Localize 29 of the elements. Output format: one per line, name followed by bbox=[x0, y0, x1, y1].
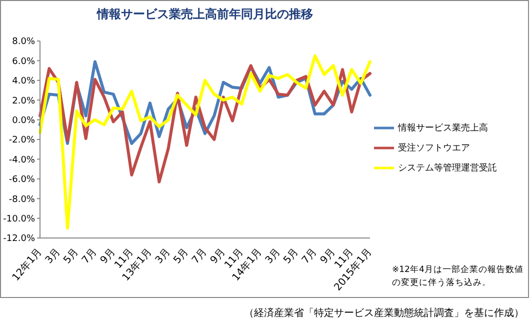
x-tick-label: 3月 bbox=[44, 246, 63, 266]
chart-title: 情報サービス業売上高前年同月比の推移 bbox=[96, 6, 314, 23]
y-tick-label: -2.0% bbox=[8, 136, 36, 146]
y-tick-label: 0.0% bbox=[12, 116, 36, 126]
y-tick-label: -8.0% bbox=[8, 194, 36, 205]
x-tick-label: 3月 bbox=[264, 246, 283, 266]
x-tick-label: 5月 bbox=[172, 246, 191, 266]
x-tick-label: 7月 bbox=[80, 246, 100, 266]
line-series bbox=[38, 64, 372, 184]
text: （経済産業省「特定サービス産業動態統計調査」を基に作成） bbox=[244, 306, 524, 320]
x-tick-label: 7月 bbox=[190, 246, 210, 266]
legend-label: 受注ソフトウエア bbox=[398, 143, 470, 154]
y-tick-label: -6.0% bbox=[8, 175, 36, 186]
x-tick-label: 5月 bbox=[62, 246, 81, 266]
legend-label: システム等管理運営受託 bbox=[398, 163, 497, 174]
line-series bbox=[38, 54, 372, 230]
y-tick-label: 2.0% bbox=[12, 96, 36, 106]
x-tick-label: 5月 bbox=[282, 246, 301, 266]
y-tick-label: -10.0% bbox=[3, 214, 36, 224]
x-tick-label: 7月 bbox=[300, 246, 320, 266]
x-tick-label: 12年1月 bbox=[10, 246, 44, 284]
y-tick-label: -4.0% bbox=[8, 155, 36, 166]
legend-label: 情報サービス業売上高 bbox=[398, 123, 488, 134]
y-tick-label: -12.0% bbox=[3, 234, 36, 244]
y-tick-label: 4.0% bbox=[12, 76, 36, 87]
y-tick-label: 6.0% bbox=[12, 56, 36, 67]
y-tick-label: 8.0% bbox=[12, 37, 36, 48]
x-tick-label: 3月 bbox=[154, 246, 173, 266]
text: ※12年4月は一部企業の報告数値の変更に伴う落ち込み。 bbox=[392, 264, 524, 290]
